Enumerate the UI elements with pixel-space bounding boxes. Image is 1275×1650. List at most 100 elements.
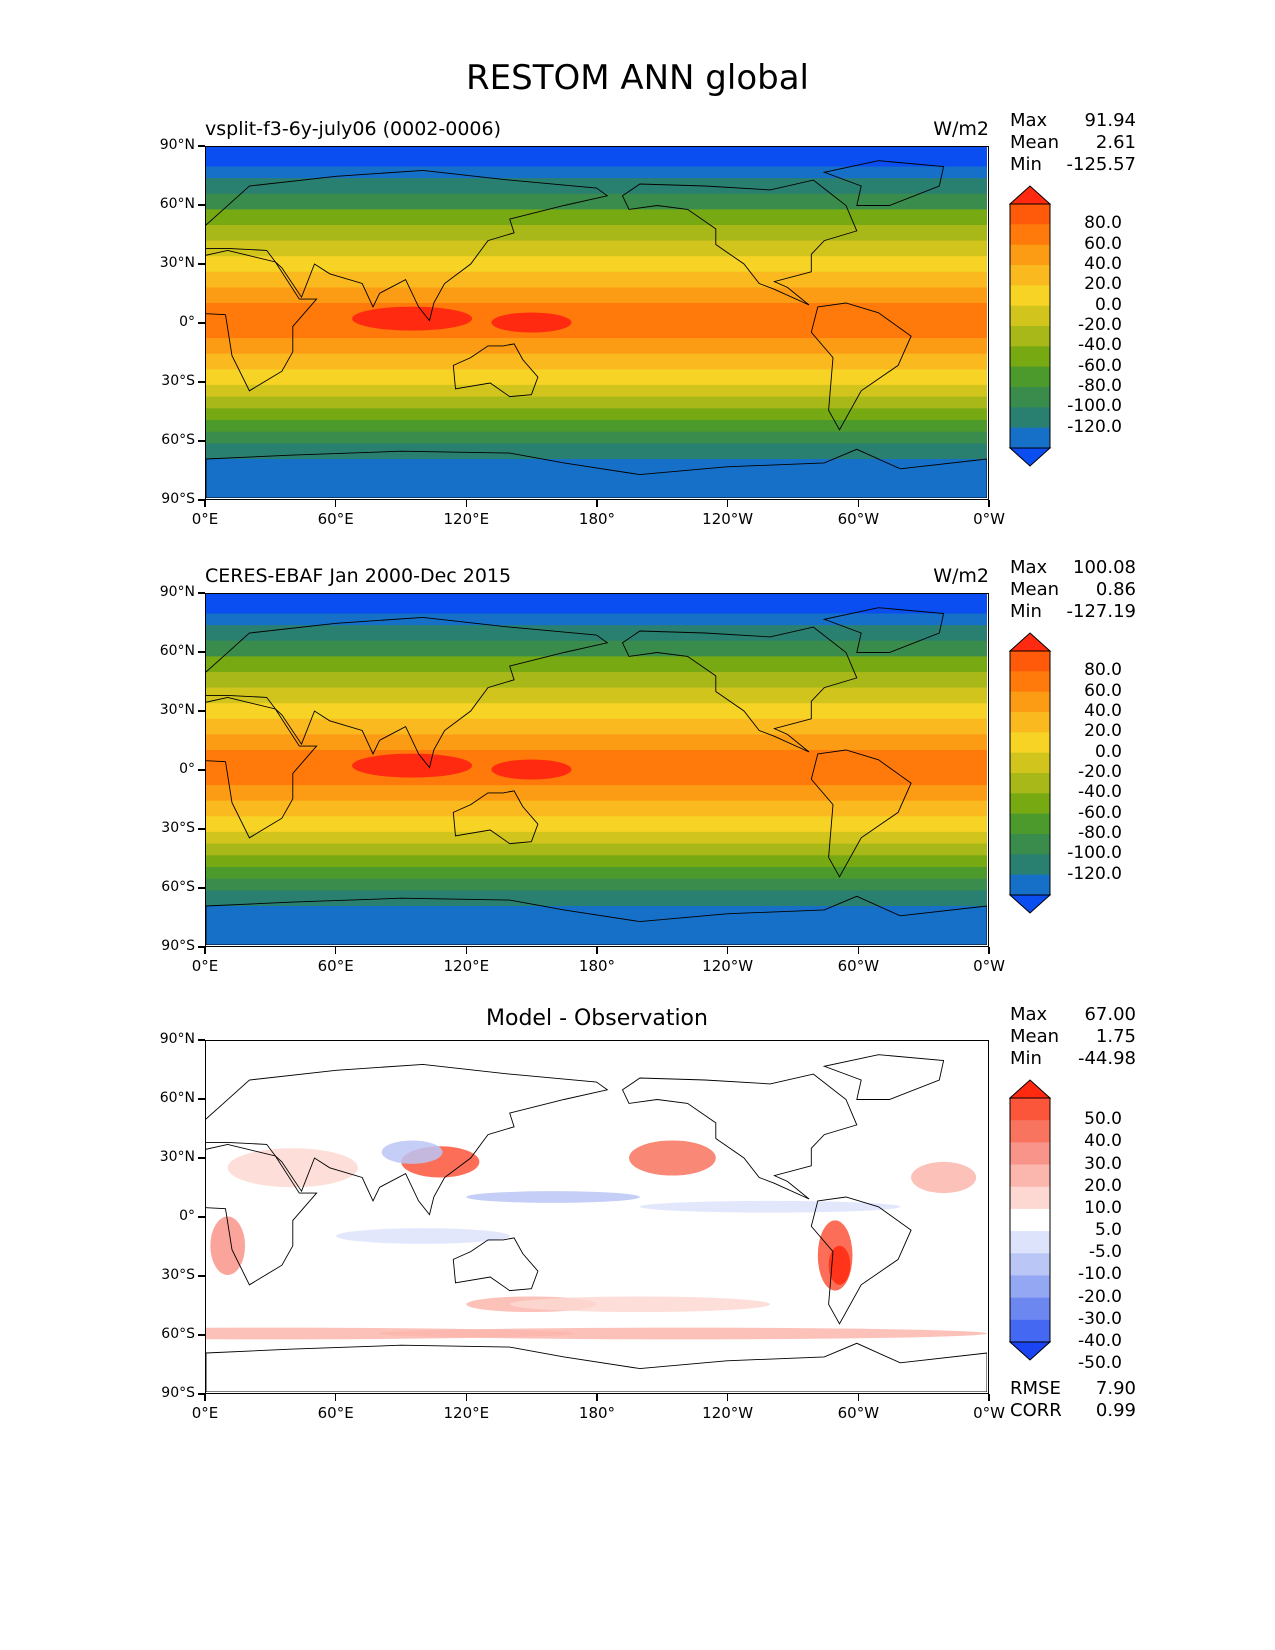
field-band: [206, 443, 987, 460]
colorbar-label: -80.0: [1078, 376, 1122, 396]
field-band: [206, 867, 987, 880]
colorbar-segment: [1010, 204, 1050, 225]
y-tick: [198, 1039, 205, 1041]
colorbar-segment: [1010, 1319, 1050, 1343]
colorbar-segment: [1010, 326, 1050, 347]
field-band: [206, 594, 987, 614]
coastline-antarctica: [206, 895, 987, 945]
colorbar-label: -20.0: [1078, 315, 1122, 335]
colorbar-label: 60.0: [1084, 233, 1122, 254]
x-tick-label: 120°E: [443, 1404, 490, 1422]
stat-value: 67.00: [1084, 1004, 1136, 1025]
colorbar-segment: [1010, 1120, 1050, 1143]
colorbar-label: 50.0: [1084, 1109, 1122, 1130]
stat-label: Max: [1010, 557, 1048, 578]
stats-block: Max 91.94 Mean 2.61 Min -125.57: [1010, 110, 1136, 176]
y-tick: [198, 322, 205, 324]
coastline-australia: [452, 1237, 539, 1292]
x-tick-label: 0°E: [191, 510, 219, 528]
colorbar-frame: [1009, 203, 1051, 449]
colorbar-label: 40.0: [1084, 1131, 1122, 1152]
x-tick: [334, 1394, 337, 1401]
coastline-australia: [452, 790, 539, 845]
x-tick-label: 120°E: [443, 957, 490, 975]
stat-value: 0.99: [1095, 1400, 1136, 1421]
colorbar-label: 0.0: [1094, 741, 1122, 762]
y-tick-label: 60°S: [161, 1326, 195, 1342]
colorbar-label: -80.0: [1078, 823, 1122, 843]
colorbar-label: -120.0: [1067, 863, 1122, 884]
y-tick: [198, 651, 205, 653]
anomaly-region: [629, 1140, 716, 1176]
anomaly-region: [381, 1140, 443, 1164]
colorbar-segment: [1010, 874, 1050, 896]
x-tick-label: 60°W: [837, 510, 880, 528]
field-band: [206, 816, 987, 833]
x-tick: [988, 500, 990, 507]
coastline-samerica: [810, 302, 912, 431]
x-tick-label: 0°W: [973, 1404, 1005, 1422]
field-band: [206, 256, 987, 273]
y-tick: [198, 1157, 205, 1159]
y-tick: [198, 1275, 205, 1277]
y-tick: [198, 145, 205, 147]
warm-pool: [352, 753, 473, 778]
field-band: [206, 420, 987, 433]
colorbar-label: 10.0: [1084, 1197, 1122, 1218]
y-tick-label: 90°N: [159, 584, 195, 600]
colorbar-segment: [1010, 752, 1050, 774]
x-tick: [204, 947, 206, 954]
units-label: W/m2: [933, 118, 989, 140]
x-tick: [988, 947, 990, 954]
stat-value: 0.86: [1095, 579, 1136, 600]
colorbar-label: 20.0: [1084, 1175, 1122, 1196]
field-band: [206, 656, 987, 673]
colorbar-segment: [1010, 834, 1050, 855]
y-tick: [198, 828, 205, 830]
colorbar-label: -30.0: [1078, 1308, 1122, 1329]
colorbar-segment: [1010, 305, 1050, 327]
coastline-africa: [206, 696, 318, 839]
stat-label: Mean: [1010, 579, 1060, 600]
anomaly-region: [639, 1200, 901, 1213]
stat-value: -44.98: [1077, 1048, 1136, 1069]
colorbar-label: -40.0: [1078, 1331, 1122, 1351]
field-band: [206, 408, 987, 421]
y-tick: [198, 1334, 205, 1336]
stat-mean: Mean 2.61: [1010, 132, 1136, 154]
field-band: [206, 166, 987, 179]
stat-label: CORR: [1010, 1400, 1062, 1421]
x-tick: [596, 947, 598, 954]
colorbar-segment: [1010, 427, 1050, 449]
colorbar-segment: [1010, 407, 1050, 429]
stat-label: Max: [1010, 110, 1048, 131]
map-plot: [205, 146, 989, 500]
colorbar-segment: [1010, 366, 1050, 388]
colorbar-segment: [1010, 224, 1050, 246]
y-tick: [198, 887, 205, 889]
stat-label: Min: [1010, 1048, 1042, 1069]
colorbar-label: 0.0: [1094, 294, 1122, 315]
anomaly-region: [466, 1191, 640, 1203]
y-tick-label: 30°S: [161, 1267, 195, 1283]
error-stats: RMSE 7.90 CORR 0.99: [1010, 1378, 1136, 1422]
stat-label: Min: [1010, 154, 1042, 175]
field-band: [206, 625, 987, 642]
x-tick: [857, 500, 860, 507]
x-tick-label: 0°W: [973, 957, 1005, 975]
y-tick: [198, 263, 205, 265]
colorbar-segment: [1010, 732, 1050, 754]
colorbar-max-arrow: [1008, 185, 1052, 205]
stat-rmse: RMSE 7.90: [1010, 1378, 1136, 1400]
colorbar-segment: [1010, 387, 1050, 408]
coastline-australia: [452, 343, 539, 398]
field-band: [206, 178, 987, 195]
anomaly-region: [509, 1296, 771, 1313]
field-band: [206, 687, 987, 704]
y-tick: [198, 946, 205, 948]
y-tick-label: 90°N: [159, 1031, 195, 1047]
anomaly-region: [336, 1228, 510, 1244]
colorbar-label: -120.0: [1067, 416, 1122, 437]
x-tick-label: 60°E: [317, 1404, 354, 1422]
x-tick-label: 120°W: [702, 957, 754, 975]
